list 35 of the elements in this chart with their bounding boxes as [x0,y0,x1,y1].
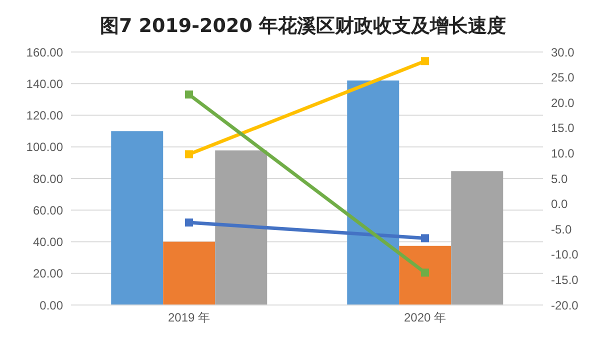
y2-tick-label: 25.0 [551,70,575,85]
bar [163,242,216,305]
y2-tick-label: 5.0 [551,172,568,186]
y2-tick-label: 0.0 [551,197,568,212]
y2-tick-label: 20.0 [551,96,575,110]
y2-tick-label: 15.0 [551,121,575,136]
y-tick-label: 0.00 [40,298,64,312]
x-tick-label: 2019 年 [168,310,210,325]
y2-tick-label: -10.0 [551,248,579,262]
y-tick-label: 160.00 [26,45,64,60]
y-tick-label: 80.00 [32,172,64,186]
bar [451,171,504,305]
bar [215,150,268,305]
y2-tick-label: -15.0 [551,272,579,287]
bar [399,246,452,305]
y-tick-label: 40.00 [32,235,64,250]
y2-tick-label: -20.0 [551,298,579,312]
x-tick-label: 2020 年 [404,310,446,325]
chart-title: 图7 2019-2020 年花溪区财政收支及增长速度 [98,14,508,39]
y-tick-label: 60.00 [32,203,64,218]
point [421,234,429,242]
y-tick-label: 20.00 [32,266,64,281]
y-tick-label: 140.00 [26,76,64,91]
y-tick-label: 100.00 [26,140,64,154]
y2-tick-label: 30.0 [551,45,575,60]
bar [111,131,164,305]
y2-tick-label: 10.0 [551,146,575,160]
point [421,57,429,66]
point [421,268,429,277]
bar [347,80,400,305]
point [185,218,193,227]
point [185,150,193,158]
y-tick-label: 120.00 [26,108,64,123]
y2-tick-label: -5.0 [551,222,572,236]
point [185,90,193,99]
